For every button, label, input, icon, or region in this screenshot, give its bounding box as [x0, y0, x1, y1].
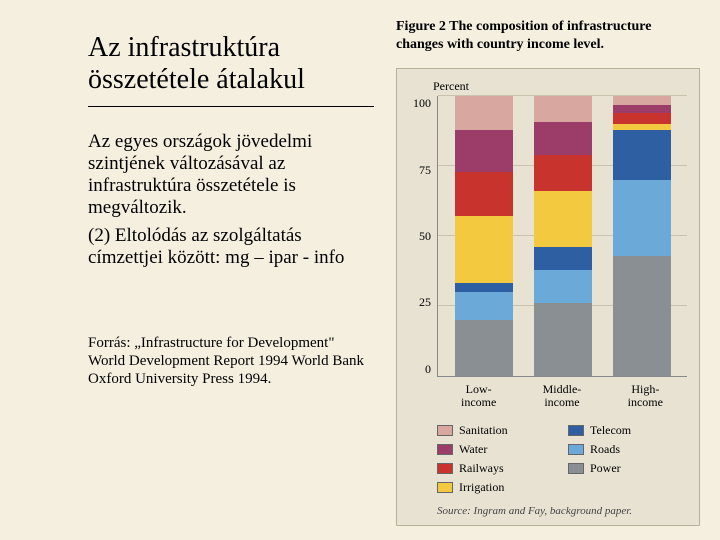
legend-item-empty [568, 480, 687, 495]
legend-item-roads: Roads [568, 442, 687, 457]
bar-segment-irrigation [455, 216, 513, 283]
bar-segment-power [455, 320, 513, 376]
bar-segment-sanitation [455, 96, 513, 130]
legend-item-water: Water [437, 442, 556, 457]
bar-segment-water [455, 130, 513, 172]
bar-segment-railways [455, 172, 513, 217]
legend-label: Railways [459, 461, 504, 476]
legend-item-railways: Railways [437, 461, 556, 476]
x-axis-labels: Low-income Middle-income High-income [437, 383, 687, 409]
title-line-1: Az infrastruktúra [88, 32, 280, 63]
legend-swatch [437, 463, 453, 474]
figure-panel: Figure 2 The composition of infrastructu… [390, 0, 720, 540]
title-underline [88, 106, 374, 107]
legend-label: Roads [590, 442, 620, 457]
title-line-2: összetétele átalakul [88, 64, 305, 95]
legend: Sanitation Telecom Water Roads Railways Power… [437, 423, 687, 495]
figure-source-note: Source: Ingram and Fay, background paper… [437, 505, 687, 517]
y-tick-label: 25 [419, 295, 431, 310]
plot-wrap: 100 75 50 25 0 [409, 96, 687, 376]
paragraph-2: (2) Eltolódás az szolgáltatás címzettjei… [88, 225, 374, 269]
legend-label: Telecom [590, 423, 631, 438]
bar-segment-water [613, 105, 671, 113]
y-tick-label: 50 [419, 229, 431, 244]
bar-segment-telecom [534, 247, 592, 269]
bar-segment-water [534, 122, 592, 156]
legend-item-telecom: Telecom [568, 423, 687, 438]
x-tick-label: High-income [610, 383, 680, 409]
x-tick-label: Middle-income [527, 383, 597, 409]
x-tick-label: Low-income [444, 383, 514, 409]
bar-segment-power [534, 303, 592, 376]
legend-swatch [568, 444, 584, 455]
figure-caption: Figure 2 The composition of infrastructu… [396, 18, 700, 54]
legend-swatch [568, 425, 584, 436]
legend-label: Sanitation [459, 423, 508, 438]
chart-area: Percent 100 75 50 25 0 Low-income Middle-inco… [396, 68, 700, 526]
bar-segment-sanitation [613, 96, 671, 104]
y-axis-title: Percent [433, 79, 687, 94]
plot-region [437, 96, 687, 376]
legend-swatch [437, 444, 453, 455]
bar-segment-sanitation [534, 96, 592, 121]
legend-item-power: Power [568, 461, 687, 476]
bar-segment-irrigation [534, 191, 592, 247]
bar-segment-power [613, 256, 671, 376]
y-tick-label: 100 [413, 96, 431, 111]
stacked-bar [613, 96, 671, 375]
bar-segment-roads [613, 180, 671, 255]
legend-item-sanitation: Sanitation [437, 423, 556, 438]
bar-segment-roads [455, 292, 513, 320]
bar-segment-railways [613, 113, 671, 124]
legend-swatch [437, 482, 453, 493]
stacked-bar [534, 96, 592, 375]
paragraph-1: Az egyes országok jövedelmi szintjének v… [88, 131, 374, 218]
y-tick-label: 0 [425, 362, 431, 377]
legend-label: Power [590, 461, 621, 476]
source-citation: Forrás: „Infrastructure for Development"… [88, 334, 374, 388]
legend-label: Irrigation [459, 480, 504, 495]
legend-label: Water [459, 442, 487, 457]
page-title: Az infrastruktúra összetétele átalakul [88, 32, 374, 96]
bar-segment-roads [534, 270, 592, 304]
y-tick-label: 75 [419, 163, 431, 178]
bar-segment-telecom [455, 283, 513, 291]
bar-segment-telecom [613, 130, 671, 180]
y-axis: 100 75 50 25 0 [409, 96, 437, 376]
legend-swatch [568, 463, 584, 474]
legend-swatch [437, 425, 453, 436]
stacked-bar [455, 96, 513, 375]
legend-item-irrigation: Irrigation [437, 480, 556, 495]
bar-segment-railways [534, 155, 592, 191]
text-panel: Az infrastruktúra összetétele átalakul A… [0, 0, 390, 540]
